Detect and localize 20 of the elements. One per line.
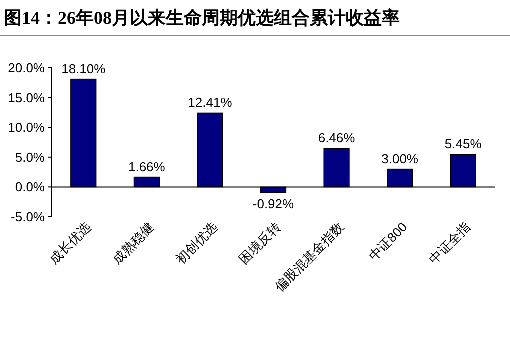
x-tick-label: 初创优选 — [172, 220, 220, 267]
data-label: 18.10% — [62, 61, 106, 76]
data-label: 5.45% — [444, 136, 482, 152]
data-label: 12.41% — [188, 95, 233, 110]
y-tick-label: 0.0% — [15, 180, 46, 195]
chart-title: 图14：26年08月以来生命周期优选组合累计收益率 — [4, 8, 400, 28]
data-label: -0.92% — [252, 196, 295, 212]
data-label: 6.46% — [318, 130, 356, 146]
x-tick-label: 成熟稳健 — [110, 220, 158, 267]
y-tick-label: -5.0% — [11, 210, 46, 224]
data-label: 1.66% — [128, 159, 166, 174]
data-label: 3.00% — [382, 151, 419, 166]
x-tick-label: 中证全指 — [426, 220, 474, 267]
x-tick-label: 中证800 — [366, 220, 410, 264]
y-tick-label: 5.0% — [15, 150, 46, 165]
x-tick-label: 成长优选 — [46, 220, 94, 267]
y-tick-label: 20.0% — [8, 60, 46, 76]
x-tick-label: 困境反转 — [236, 220, 284, 267]
y-tick-label: 15.0% — [8, 90, 46, 106]
y-tick-label: 10.0% — [8, 120, 46, 136]
